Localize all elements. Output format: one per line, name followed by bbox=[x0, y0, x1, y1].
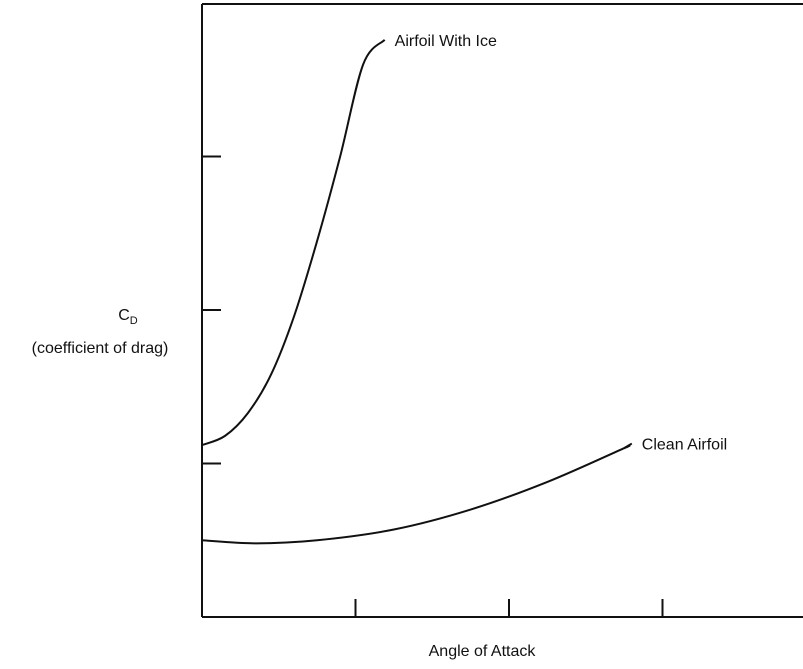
series-layer: Airfoil With Ice Clean Airfoil bbox=[201, 33, 727, 545]
series-label-airfoil-with-ice: Airfoil With Ice bbox=[395, 33, 497, 50]
y-axis-label-note: (coefficient of drag) bbox=[32, 340, 169, 357]
series-line-clean-airfoil bbox=[201, 442, 633, 545]
y-axis-label-main: C bbox=[118, 307, 130, 324]
x-axis-label: Angle of Attack bbox=[429, 643, 537, 660]
series-label-clean-airfoil: Clean Airfoil bbox=[642, 437, 727, 454]
labels: CD (coefficient of drag) Angle of Attack bbox=[32, 307, 537, 660]
series-line-airfoil-with-ice bbox=[201, 39, 386, 447]
y-axis-label: CD bbox=[118, 307, 138, 327]
y-axis-label-subscript: D bbox=[130, 315, 138, 327]
axes bbox=[201, 3, 803, 618]
